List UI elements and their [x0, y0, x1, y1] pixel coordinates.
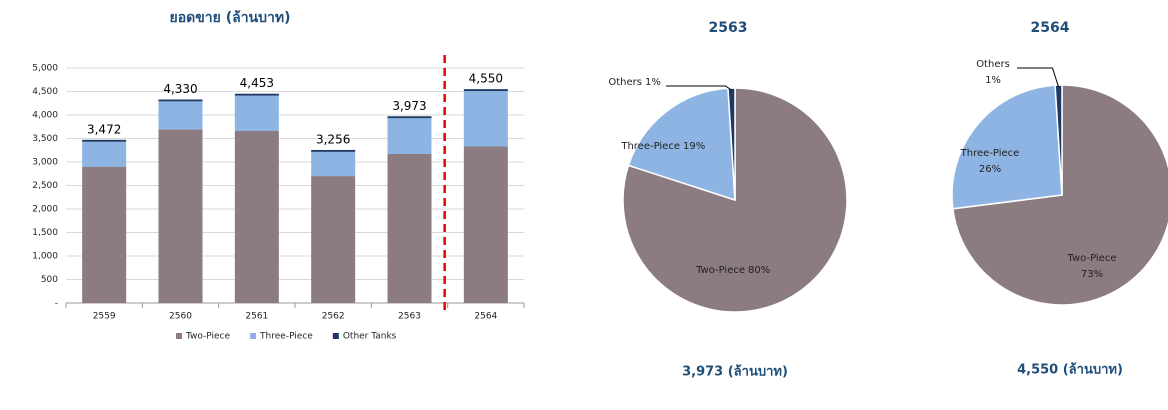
slice-value: 80%	[748, 265, 770, 276]
bar-segment	[388, 116, 432, 118]
total-label: 3,472	[87, 122, 121, 136]
slice-value: 26%	[979, 164, 1001, 175]
y-tick-label: 3,500	[32, 134, 58, 144]
legend-label: Two-Piece	[185, 332, 231, 342]
slice-value: 1%	[985, 75, 1001, 86]
bar-segment	[82, 140, 126, 142]
bar-segment	[388, 118, 432, 154]
bar-segment	[235, 96, 279, 131]
bar-segment	[388, 154, 432, 303]
legend-swatch	[176, 333, 182, 339]
bar-segment	[311, 176, 355, 303]
bar-segment	[159, 130, 203, 303]
slice-name: Three-Piece	[960, 148, 1020, 159]
bar-segment	[159, 101, 203, 129]
slice-name: Two-Piece	[695, 265, 745, 276]
total-label: 3,973	[392, 99, 426, 113]
bar-segment	[82, 167, 126, 303]
bar-segment	[464, 89, 508, 91]
slice-name: Three-Piece	[620, 141, 680, 152]
bar-segment	[464, 91, 508, 146]
bar-segment	[464, 146, 508, 303]
page: ยอดขาย (ล้านบาท) - 500 1,000 1,500 2,000 2,500…	[0, 0, 1168, 410]
bar-segment	[235, 131, 279, 303]
y-tick-label: 3,000	[32, 158, 58, 168]
x-tick-label: 2563	[398, 312, 421, 322]
y-tick-label: 2,500	[32, 181, 58, 191]
x-tick-label: 2559	[93, 312, 116, 322]
legend-label: Other Tanks	[343, 332, 397, 342]
pie-caption: 4,550 (ล้านบาท)	[1017, 362, 1123, 378]
y-tick-label: -	[55, 299, 58, 309]
slice-value: 1%	[645, 77, 661, 88]
y-tick-label: 4,000	[32, 111, 58, 121]
x-tick-label: 2560	[169, 312, 192, 322]
x-tick-label: 2564	[474, 312, 497, 322]
bar-segment	[82, 142, 126, 167]
slice-value: 19%	[683, 141, 705, 152]
y-tick-label: 1,000	[32, 252, 58, 262]
x-tick-label: 2561	[245, 312, 268, 322]
x-tick-label: 2562	[322, 312, 345, 322]
pie-caption: 3,973 (ล้านบาท)	[682, 364, 788, 380]
legend-swatch	[250, 333, 256, 339]
pie-slice	[952, 85, 1062, 209]
slice-name: Two-Piece	[1067, 253, 1117, 264]
bar-segment	[311, 152, 355, 176]
chart-title: ยอดขาย (ล้านบาท)	[170, 10, 291, 26]
bar-segment	[235, 94, 279, 96]
total-label: 4,330	[163, 82, 197, 96]
y-tick-label: 2,000	[32, 205, 58, 215]
slice-name: Others	[976, 59, 1010, 70]
leader-line	[1017, 68, 1059, 87]
total-label: 4,453	[240, 76, 274, 90]
y-tick-label: 5,000	[32, 64, 58, 74]
legend-swatch	[333, 333, 339, 339]
slice-value: 73%	[1081, 269, 1103, 280]
total-label: 3,256	[316, 132, 350, 146]
total-label: 4,550	[469, 72, 503, 86]
pie-title: 2563	[709, 20, 748, 36]
bar-segment	[159, 99, 203, 101]
legend-label: Three-Piece	[259, 332, 313, 342]
y-tick-label: 1,500	[32, 228, 58, 238]
bar-segment	[311, 150, 355, 152]
pie-title: 2564	[1031, 20, 1070, 36]
y-tick-label: 4,500	[32, 87, 58, 97]
slice-name: Others	[608, 77, 642, 88]
y-tick-label: 500	[41, 275, 58, 285]
